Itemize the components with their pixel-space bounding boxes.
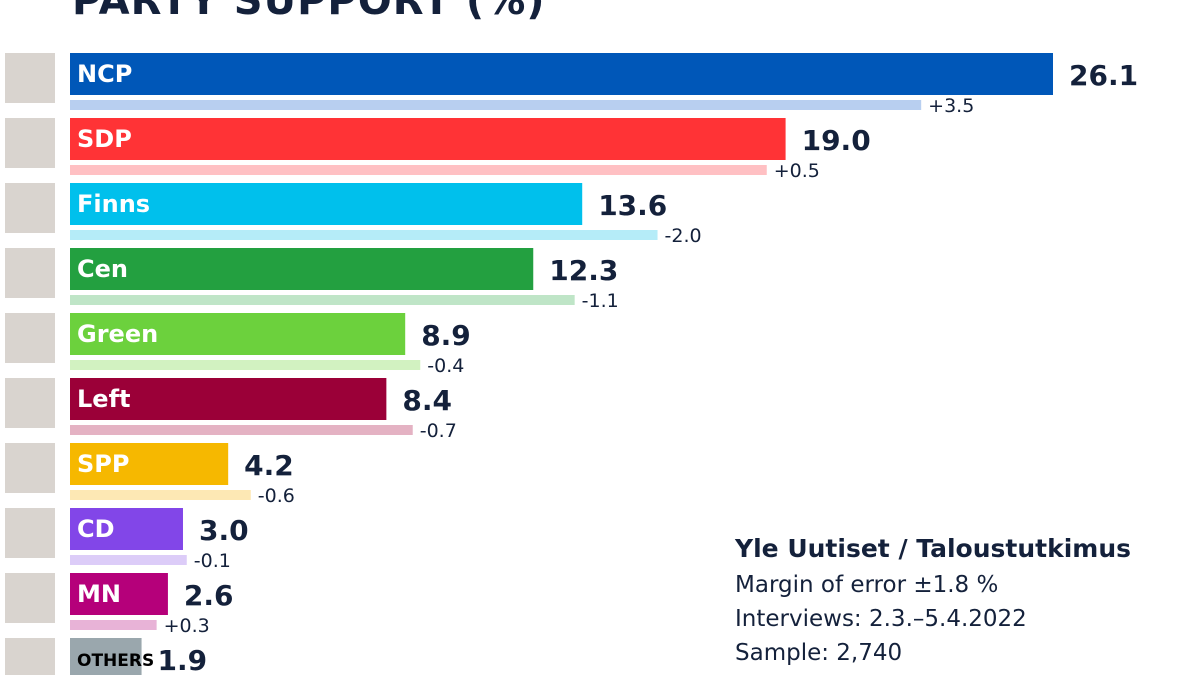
bar-label-left: Left (77, 385, 130, 413)
source-sample: Sample: 2,740 (735, 640, 903, 666)
portrait-left (5, 378, 55, 428)
portrait-finns (5, 183, 55, 233)
bar-cen (70, 248, 534, 290)
change-label-left: -0.7 (420, 420, 457, 442)
previous-bar-finns (70, 230, 658, 240)
bar-spp (70, 443, 229, 485)
value-label-sdp: 19.0 (802, 124, 871, 157)
previous-bar-left (70, 425, 413, 435)
bar-green (70, 313, 406, 355)
bar-ncp (70, 53, 1053, 95)
bar-label-cen: Cen (77, 255, 128, 283)
portrait-spp (5, 443, 55, 493)
bar-cd (70, 508, 183, 550)
previous-bar-cen (70, 295, 575, 305)
change-label-cd: -0.1 (194, 550, 231, 572)
value-label-spp: 4.2 (244, 449, 294, 482)
portrait-others (5, 638, 55, 675)
bar-sdp (70, 118, 786, 160)
change-label-cen: -1.1 (582, 290, 619, 312)
bar-label-others: OTHERS (77, 651, 154, 671)
previous-bar-cd (70, 555, 187, 565)
bar-label-sdp: SDP (77, 125, 132, 153)
source-block: Yle Uutiset / Taloustutkimus Margin of e… (735, 530, 1195, 670)
value-label-cen: 12.3 (549, 254, 618, 287)
change-label-finns: -2.0 (665, 225, 702, 247)
change-label-spp: -0.6 (258, 485, 295, 507)
source-title: Yle Uutiset / Taloustutkimus (735, 534, 1132, 563)
change-label-green: -0.4 (427, 355, 464, 377)
bar-label-mn: MN (77, 580, 121, 608)
bar-mn (70, 573, 168, 615)
bar-label-cd: CD (77, 515, 115, 543)
value-label-finns: 13.6 (598, 189, 667, 222)
bar-others (70, 638, 142, 675)
bar-label-finns: Finns (77, 190, 150, 218)
bar-finns (70, 183, 583, 225)
portrait-mn (5, 573, 55, 623)
previous-bar-sdp (70, 165, 767, 175)
portrait-ncp (5, 53, 55, 103)
portrait-sdp (5, 118, 55, 168)
source-margin-of-error: Margin of error ±1.8 % (735, 572, 999, 598)
portrait-green (5, 313, 55, 363)
value-label-mn: 2.6 (184, 579, 234, 612)
previous-bar-spp (70, 490, 251, 500)
bar-left (70, 378, 387, 420)
value-label-ncp: 26.1 (1069, 59, 1138, 92)
bar-label-ncp: NCP (77, 60, 132, 88)
bar-label-green: Green (77, 320, 158, 348)
bar-label-spp: SPP (77, 450, 129, 478)
change-label-mn: +0.3 (164, 615, 210, 637)
change-label-ncp: +3.5 (928, 95, 974, 117)
chart-title: PARTY SUPPORT (%) (72, 0, 546, 24)
value-label-green: 8.9 (421, 319, 471, 352)
previous-bar-green (70, 360, 421, 370)
value-label-left: 8.4 (402, 384, 452, 417)
previous-bar-mn (70, 620, 157, 630)
previous-bar-ncp (70, 100, 922, 110)
portrait-cd (5, 508, 55, 558)
source-interviews: Interviews: 2.3.–5.4.2022 (735, 606, 1027, 632)
portrait-cen (5, 248, 55, 298)
value-label-cd: 3.0 (199, 514, 249, 547)
value-label-others: 1.9 (158, 644, 208, 675)
change-label-sdp: +0.5 (774, 160, 820, 182)
